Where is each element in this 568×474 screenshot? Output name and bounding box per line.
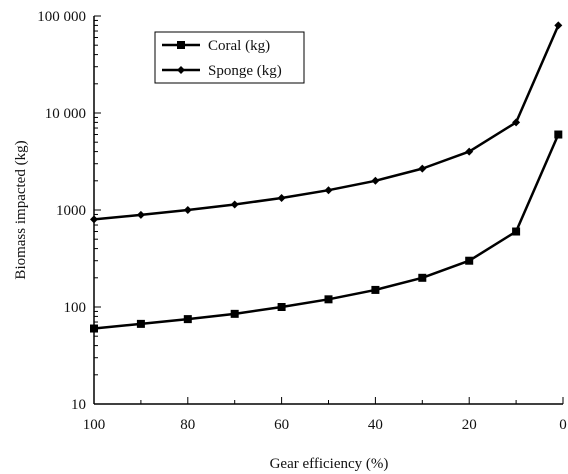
x-tick-label: 20: [462, 417, 477, 433]
y-tick-label: 10 000: [45, 106, 86, 122]
data-point-sponge: [512, 118, 521, 127]
legend-label-sponge: Sponge (kg): [208, 63, 282, 79]
data-point-coral: [512, 227, 521, 236]
y-tick-label: 100: [64, 300, 87, 316]
data-point-sponge: [136, 210, 145, 219]
series-layer: [90, 21, 563, 333]
data-point-sponge: [277, 193, 286, 202]
data-point-sponge: [230, 200, 239, 209]
data-point-sponge: [90, 215, 98, 224]
data-point-sponge: [465, 147, 474, 156]
x-tick-label: 40: [368, 417, 383, 433]
data-point-sponge: [183, 206, 192, 214]
legend-marker-coral: [177, 41, 185, 49]
legend-box: [154, 31, 305, 84]
data-point-coral: [277, 303, 286, 311]
data-point-sponge: [324, 186, 333, 195]
series-sponge: [90, 21, 563, 224]
series-coral: [90, 130, 563, 333]
x-axis-label: Gear efficiency (%): [270, 456, 389, 472]
data-point-coral: [136, 319, 145, 328]
x-tick-label: 0: [559, 417, 567, 433]
x-tick-label: 100: [83, 417, 106, 433]
data-point-coral: [554, 130, 563, 139]
y-axis-label: Biomass impacted (kg): [13, 140, 29, 279]
data-point-coral: [371, 285, 380, 294]
x-ticks: 100 80 60 40 20 0: [83, 397, 567, 433]
y-tick-label: 100 000: [37, 9, 86, 25]
data-point-coral: [90, 324, 98, 333]
data-point-coral: [324, 295, 333, 304]
data-point-sponge: [554, 21, 563, 30]
y-tick-label: 1000: [56, 203, 86, 219]
y-tick-label: 10: [71, 397, 86, 413]
x-tick-label: 80: [180, 417, 195, 433]
data-point-coral: [465, 256, 474, 265]
data-point-sponge: [418, 164, 427, 173]
data-point-coral: [183, 315, 192, 324]
data-point-coral: [230, 309, 239, 318]
data-point-coral: [418, 273, 427, 282]
x-tick-label: 60: [274, 417, 289, 433]
data-point-sponge: [371, 176, 380, 185]
legend-marker-sponge: [177, 66, 185, 74]
legend: Coral (kg) Sponge (kg): [154, 31, 305, 84]
y-ticks: 10 100 1000 10 000 100 000: [37, 9, 101, 413]
legend-label-coral: Coral (kg): [208, 38, 270, 54]
